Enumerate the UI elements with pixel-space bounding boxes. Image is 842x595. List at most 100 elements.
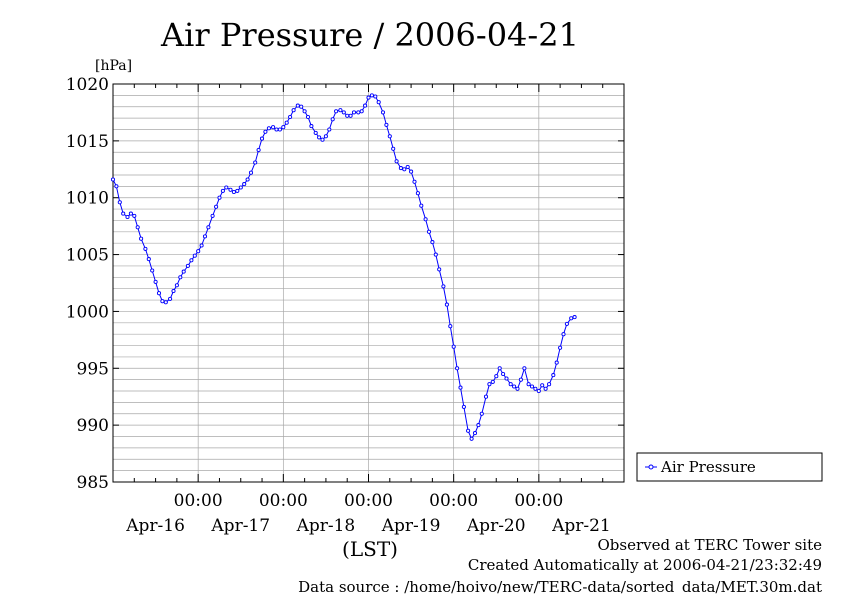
- data-point: [284, 120, 289, 125]
- x-date-label: Apr-19: [381, 516, 441, 536]
- legend-marker: [648, 464, 654, 470]
- data-point: [572, 315, 577, 320]
- data-point: [206, 225, 211, 230]
- data-point: [231, 189, 236, 195]
- data-point: [168, 296, 173, 301]
- data-point: [569, 316, 574, 321]
- grid-lines: [113, 84, 624, 482]
- y-tick-label: 1000: [66, 302, 109, 322]
- data-point: [178, 275, 183, 280]
- data-point: [185, 263, 190, 268]
- data-point: [356, 110, 361, 115]
- data-point: [466, 428, 471, 433]
- x-time-label: 00:00: [344, 491, 393, 511]
- data-point: [437, 267, 442, 272]
- data-point: [263, 129, 268, 134]
- data-point: [242, 182, 247, 187]
- x-time-label: 00:00: [259, 491, 308, 511]
- data-point: [402, 167, 407, 172]
- data-point: [536, 388, 541, 394]
- data-point: [125, 214, 130, 220]
- axis-ticks: [112, 83, 625, 483]
- x-date-label: Apr-18: [296, 516, 356, 536]
- data-point: [398, 166, 403, 171]
- data-point: [202, 234, 208, 239]
- data-point: [196, 249, 201, 254]
- data-point: [564, 321, 569, 326]
- data-point: [455, 366, 460, 371]
- data-point: [547, 382, 552, 387]
- data-point: [487, 382, 492, 387]
- y-tick-label: 995: [77, 359, 109, 379]
- data-point: [128, 211, 133, 216]
- data-point: [551, 373, 556, 378]
- data-point: [373, 94, 378, 99]
- data-point: [426, 229, 432, 234]
- data-point: [558, 345, 563, 350]
- data-point: [351, 110, 357, 115]
- data-point: [317, 135, 322, 140]
- data-point: [348, 113, 353, 118]
- data-point: [501, 371, 506, 377]
- data-point: [228, 187, 233, 192]
- data-point: [369, 93, 374, 98]
- data-point: [366, 95, 371, 100]
- data-point: [345, 113, 350, 118]
- data-point: [461, 404, 466, 409]
- data-point: [469, 436, 474, 441]
- data-point: [363, 103, 368, 108]
- data-point: [327, 127, 332, 132]
- legend: Air Pressure: [636, 452, 823, 482]
- data-point: [160, 299, 165, 304]
- data-point: [291, 108, 296, 113]
- data-point: [490, 379, 495, 384]
- x-time-label: 00:00: [174, 491, 223, 511]
- y-tick-label: 1005: [66, 246, 109, 266]
- data-point: [533, 386, 538, 391]
- data-point: [132, 213, 137, 218]
- data-point: [338, 108, 343, 113]
- data-point: [522, 366, 527, 371]
- x-date-label: Apr-16: [125, 516, 185, 536]
- data-point: [295, 103, 300, 108]
- data-point: [423, 217, 428, 222]
- chart-title: Air Pressure / 2006-04-21: [160, 16, 579, 54]
- data-point: [277, 127, 282, 132]
- data-point: [156, 291, 162, 296]
- data-point: [479, 411, 484, 416]
- data-point: [139, 236, 144, 241]
- data-point: [220, 188, 225, 193]
- data-point: [512, 384, 517, 389]
- data-point: [174, 283, 179, 288]
- y-tick-labels: 985 990 995 1000 1005 1010 1015 1020: [66, 75, 109, 493]
- data-point: [238, 185, 243, 190]
- data-point: [561, 332, 566, 337]
- data-point: [146, 257, 151, 262]
- data-point: [135, 225, 140, 230]
- data-point: [430, 240, 435, 245]
- footer-observed: Observed at TERC Tower site: [597, 536, 822, 554]
- data-point: [256, 147, 261, 153]
- data-point: [181, 269, 186, 274]
- data-point: [508, 382, 513, 387]
- y-tick-label: 1020: [66, 75, 109, 95]
- y-axis-unit: [hPa]: [95, 58, 132, 74]
- footer-created: Created Automatically at 2006-04-21/23:3…: [468, 556, 822, 574]
- data-point: [518, 377, 523, 382]
- data-point: [405, 164, 410, 170]
- y-tick-label: 1015: [66, 132, 109, 152]
- data-point: [394, 159, 399, 164]
- footer-source: Data source : /home/hoivo/new/TERC-data/…: [298, 578, 822, 595]
- data-point: [376, 100, 381, 105]
- data-point: [245, 177, 250, 182]
- data-point: [476, 423, 481, 428]
- data-point: [448, 324, 453, 329]
- series-line: [112, 94, 575, 440]
- data-point: [313, 130, 318, 135]
- data-point: [253, 160, 258, 165]
- data-point: [192, 253, 197, 258]
- data-point: [274, 127, 279, 132]
- data-point: [320, 137, 325, 142]
- data-point: [334, 109, 339, 114]
